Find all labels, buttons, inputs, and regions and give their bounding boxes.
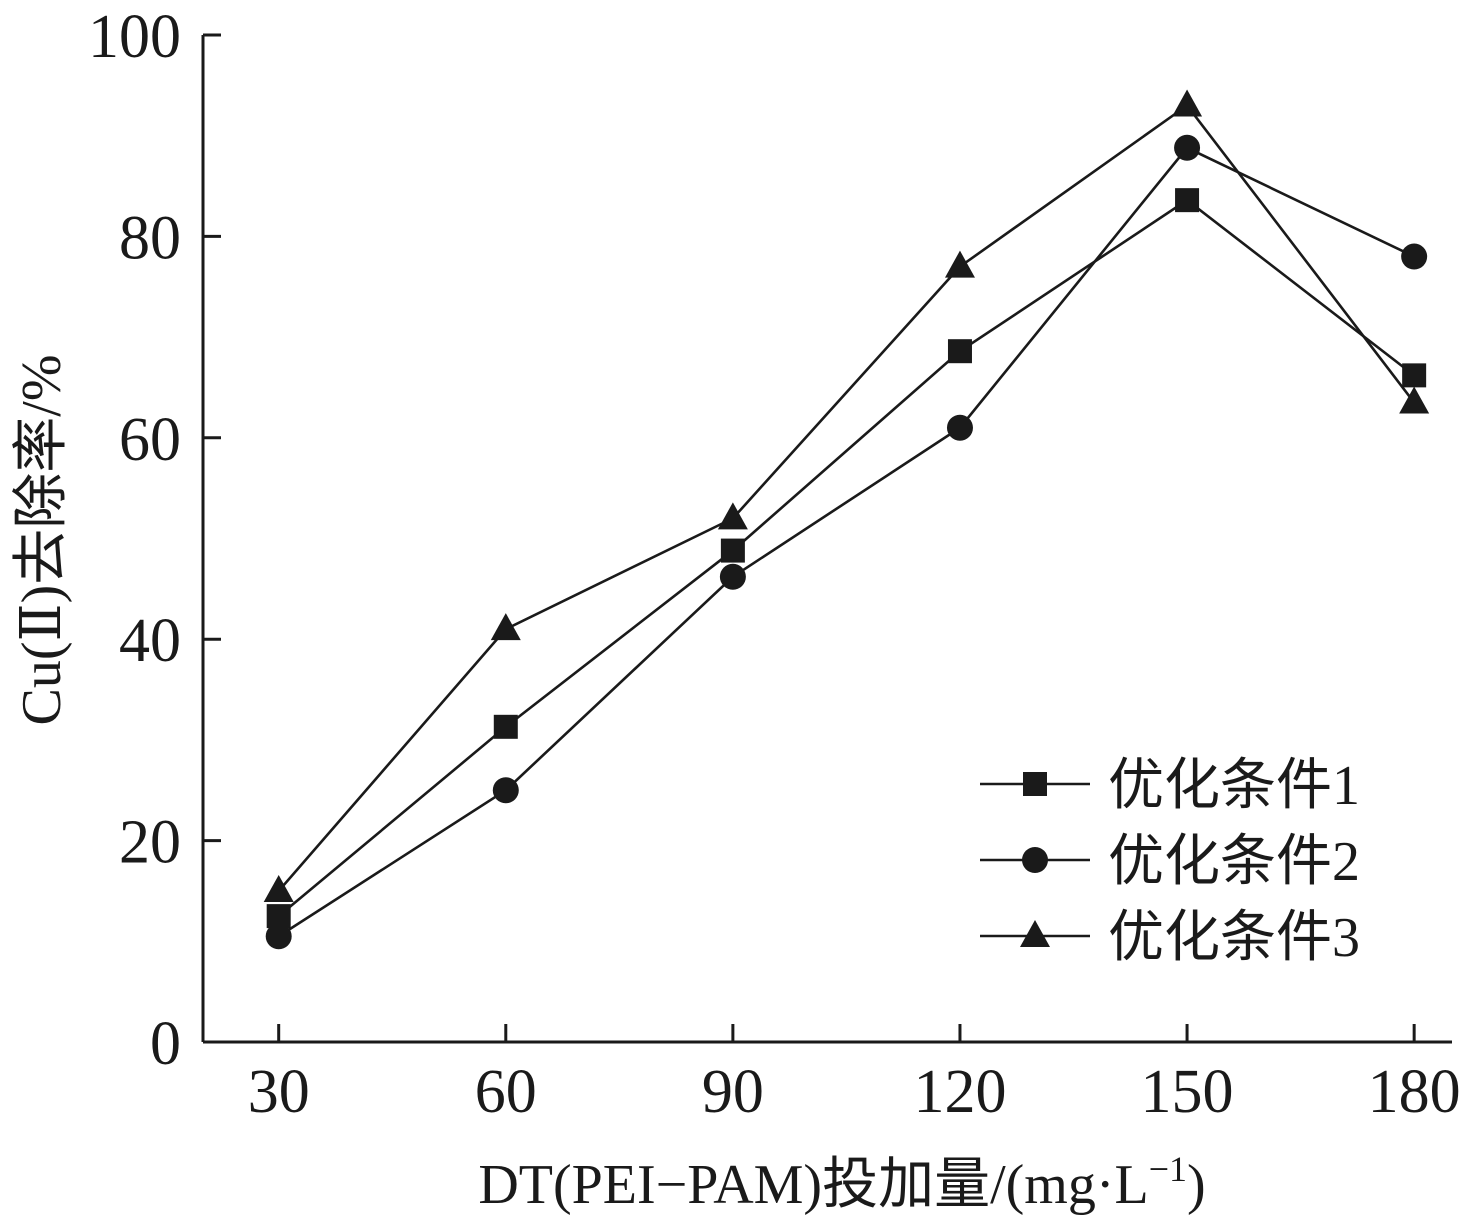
x-tick-label: 120 [913, 1058, 1006, 1126]
data-point-square [493, 714, 518, 739]
y-tick-label: 0 [150, 1010, 181, 1078]
axes: 0 20 40 60 80 100 30 60 90 120 150 180 [88, 3, 1461, 1126]
series-line [277, 146, 1415, 938]
legend: 优化条件1 优化条件2 优化条件3 [980, 755, 1360, 969]
legend-label: 优化条件2 [1108, 831, 1360, 893]
y-tick-label: 80 [119, 204, 181, 272]
data-point-triangle [1399, 386, 1430, 414]
data-point-triangle [944, 250, 975, 278]
x-tick-label: 150 [1141, 1058, 1234, 1126]
data-point-square [947, 339, 972, 364]
series-layer [263, 89, 1430, 950]
data-point-triangle [1172, 89, 1203, 117]
data-point-square [1175, 188, 1200, 213]
data-point-square [1402, 363, 1427, 388]
y-tick-label: 20 [119, 809, 181, 877]
series-3 [263, 89, 1430, 902]
x-axis-title-superscript: −1 [1149, 1149, 1187, 1189]
data-point-circle [719, 563, 746, 590]
data-point-triangle [263, 874, 294, 902]
legend-label: 优化条件3 [1108, 907, 1360, 969]
series-2 [265, 134, 1428, 950]
data-point-circle [265, 923, 292, 950]
legend-item: 优化条件1 [980, 755, 1360, 817]
x-axis-title-main: DT(PEI−PAM)投加量/(mg·L [478, 1154, 1148, 1216]
data-point-triangle [490, 613, 521, 641]
x-tick-label: 60 [475, 1058, 537, 1126]
x-tick-label: 30 [248, 1058, 310, 1126]
series-line [277, 103, 1416, 892]
legend-item: 优化条件2 [980, 831, 1360, 893]
x-tick-label: 180 [1368, 1058, 1461, 1126]
y-tick-label: 100 [88, 3, 181, 71]
data-point-circle [1401, 243, 1428, 270]
data-point-circle [1174, 134, 1201, 161]
data-point-square [720, 538, 745, 563]
legend-item: 优化条件3 [980, 907, 1360, 969]
data-point-triangle [717, 502, 748, 530]
x-axis-title: DT(PEI−PAM)投加量/(mg·L−1) [478, 1149, 1205, 1216]
x-tick-label: 90 [702, 1058, 764, 1126]
y-tick-label: 60 [119, 406, 181, 474]
series-line [277, 198, 1415, 918]
legend-marker-triangle [1020, 920, 1050, 947]
data-point-circle [492, 777, 519, 804]
data-point-circle [946, 414, 973, 441]
y-tick-label: 40 [119, 607, 181, 675]
series-1 [266, 188, 1427, 929]
legend-marker-circle [1022, 847, 1048, 873]
legend-label: 优化条件1 [1108, 755, 1360, 817]
x-axis-title-tail: ) [1187, 1154, 1206, 1216]
y-axis-title: Cu(Ⅱ)去除率/% [11, 355, 73, 726]
legend-marker-square [1023, 772, 1047, 796]
